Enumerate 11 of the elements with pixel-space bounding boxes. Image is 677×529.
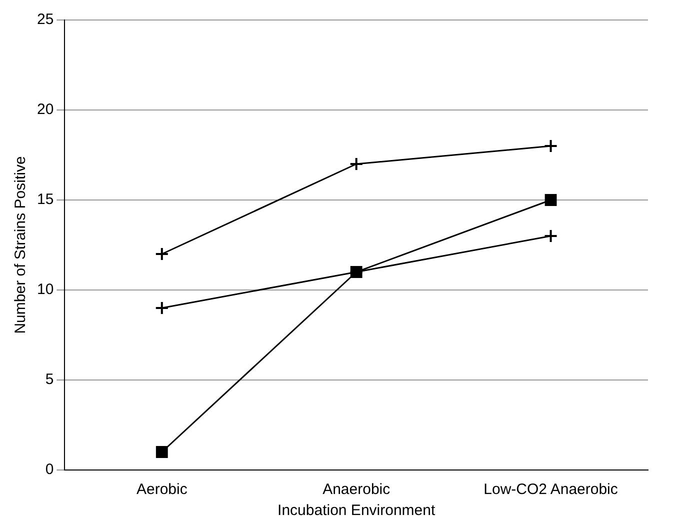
y-tick-label: 25 [36,11,54,28]
y-axis-title: Number of Strains Positive [12,156,30,334]
x-axis-title: Incubation Environment [278,502,436,520]
y-tick-label: 10 [36,281,54,298]
y-tick-label: 5 [45,371,54,388]
x-tick-label: Anaerobic [322,481,391,498]
y-tick-label: 0 [45,461,54,478]
y-tick-label: 15 [36,191,54,208]
y-tick-label: 20 [36,101,54,118]
x-tick-label: Low-CO2 Anaerobic [484,481,618,498]
x-tick-label: Aerobic [136,481,188,498]
